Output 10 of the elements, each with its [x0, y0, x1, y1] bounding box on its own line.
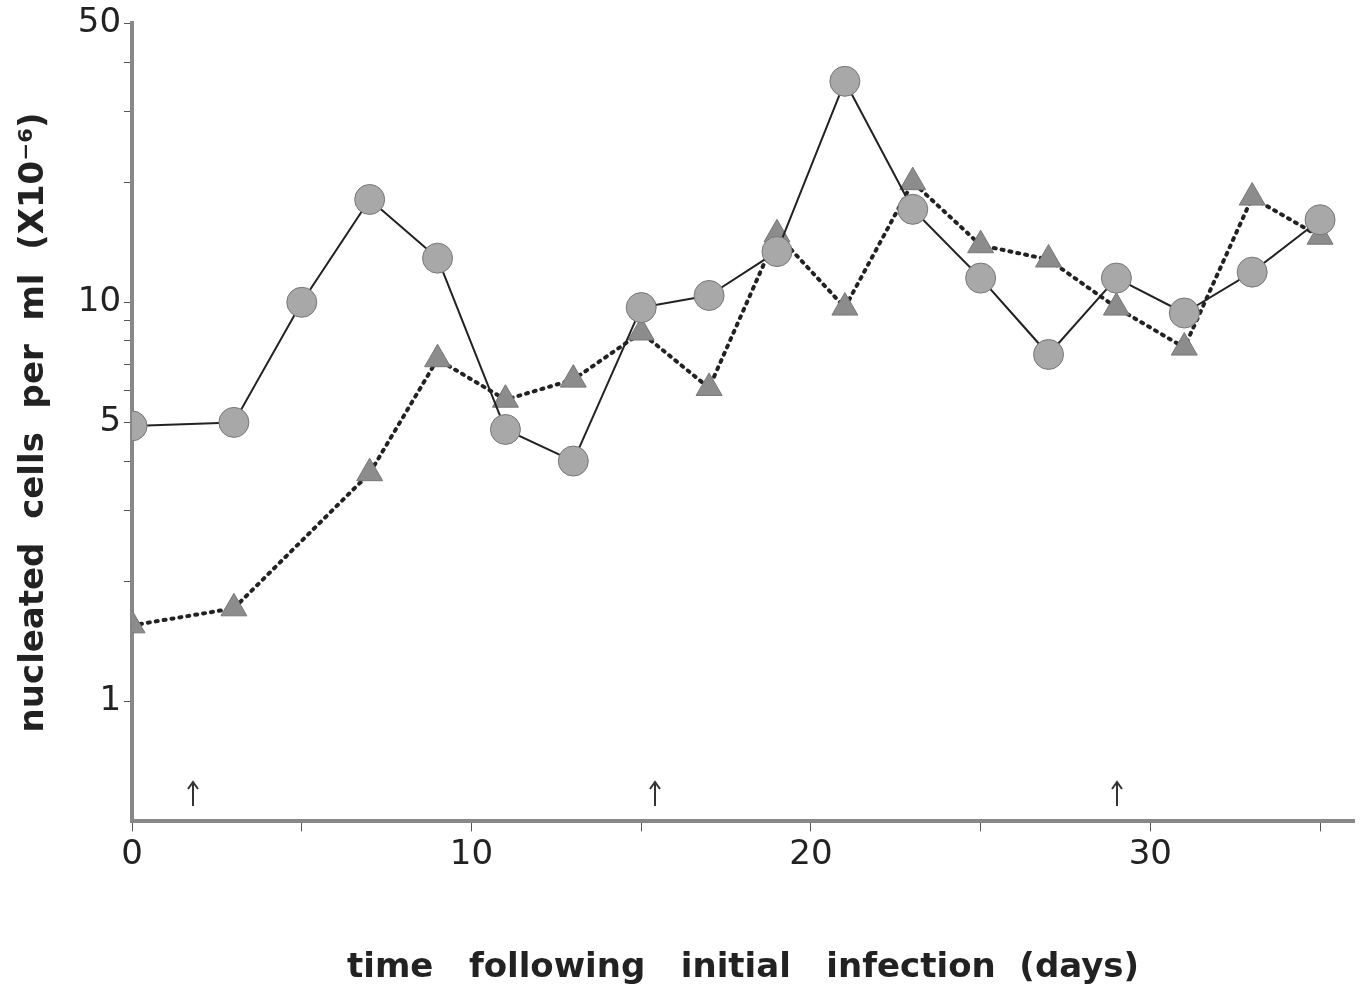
y-axis-title: nucleated cells per ml (X10⁻⁶) [11, 112, 52, 733]
y-tick-label: 1 [99, 678, 122, 719]
x-tick-label: 0 [121, 831, 143, 872]
y-tick-label: 10 [77, 279, 122, 320]
y-tick-label: 50 [77, 0, 122, 41]
x-tick-label: 20 [789, 831, 833, 872]
x-tick-label: 10 [449, 831, 494, 872]
x-axis-title: time following initial infection (days) [346, 945, 1140, 986]
x-tick-label: 30 [1128, 831, 1172, 872]
y-tick-label: 5 [99, 399, 122, 440]
